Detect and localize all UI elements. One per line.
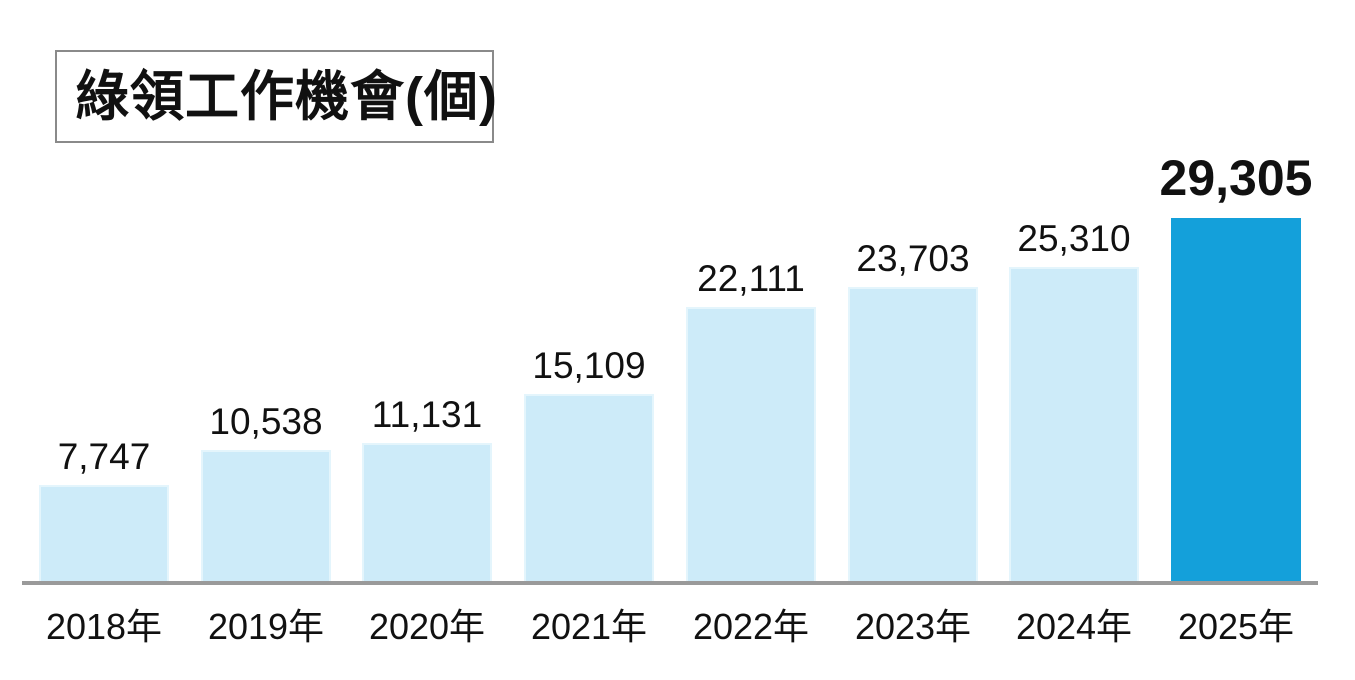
x-axis-tick-label: 2018年 [45,606,163,647]
bar-value-label: 7,747 [57,436,151,478]
bar [848,287,978,581]
bar [201,450,331,581]
bar [1171,218,1301,581]
bar-value-label: 10,538 [209,401,323,443]
x-axis-tick-label: 2022年 [692,606,810,647]
bar-value-label: 29,305 [1159,150,1313,206]
bar-value-label: 23,703 [856,238,970,280]
x-axis-tick-label: 2019年 [207,606,325,647]
bar [1009,267,1139,581]
x-axis-tick-label: 2024年 [1015,606,1133,647]
bar-value-label: 15,109 [532,345,646,387]
bar-value-label: 25,310 [1017,218,1131,260]
bar-group: 15,109 2021年 [508,345,670,646]
x-axis-line [22,581,1318,585]
x-axis-tick-label: 2023年 [854,606,972,647]
bar-group: 10,538 2019年 [185,401,347,646]
bar [524,394,654,581]
bar-value-label: 11,131 [371,394,483,436]
bar-group: 25,310 2024年 [993,218,1155,646]
x-axis-tick-label: 2025年 [1177,606,1295,647]
bar [39,485,169,581]
chart-title: 綠領工作機會(個) [75,66,498,127]
bar-group: 22,111 2022年 [670,258,832,646]
chart-title-box: 綠領工作機會(個) [55,50,497,143]
bar-group: 7,747 2018年 [23,436,185,646]
bar [686,307,816,581]
bar-group: 23,703 2023年 [832,238,994,646]
bar-value-label: 22,111 [697,258,805,300]
bar-group: 11,131 2020年 [346,394,508,646]
bar-group: 29,305 2025年 [1155,150,1317,647]
bar [362,443,492,581]
x-axis-tick-label: 2021年 [530,606,648,647]
x-axis-tick-label: 2020年 [368,606,486,647]
